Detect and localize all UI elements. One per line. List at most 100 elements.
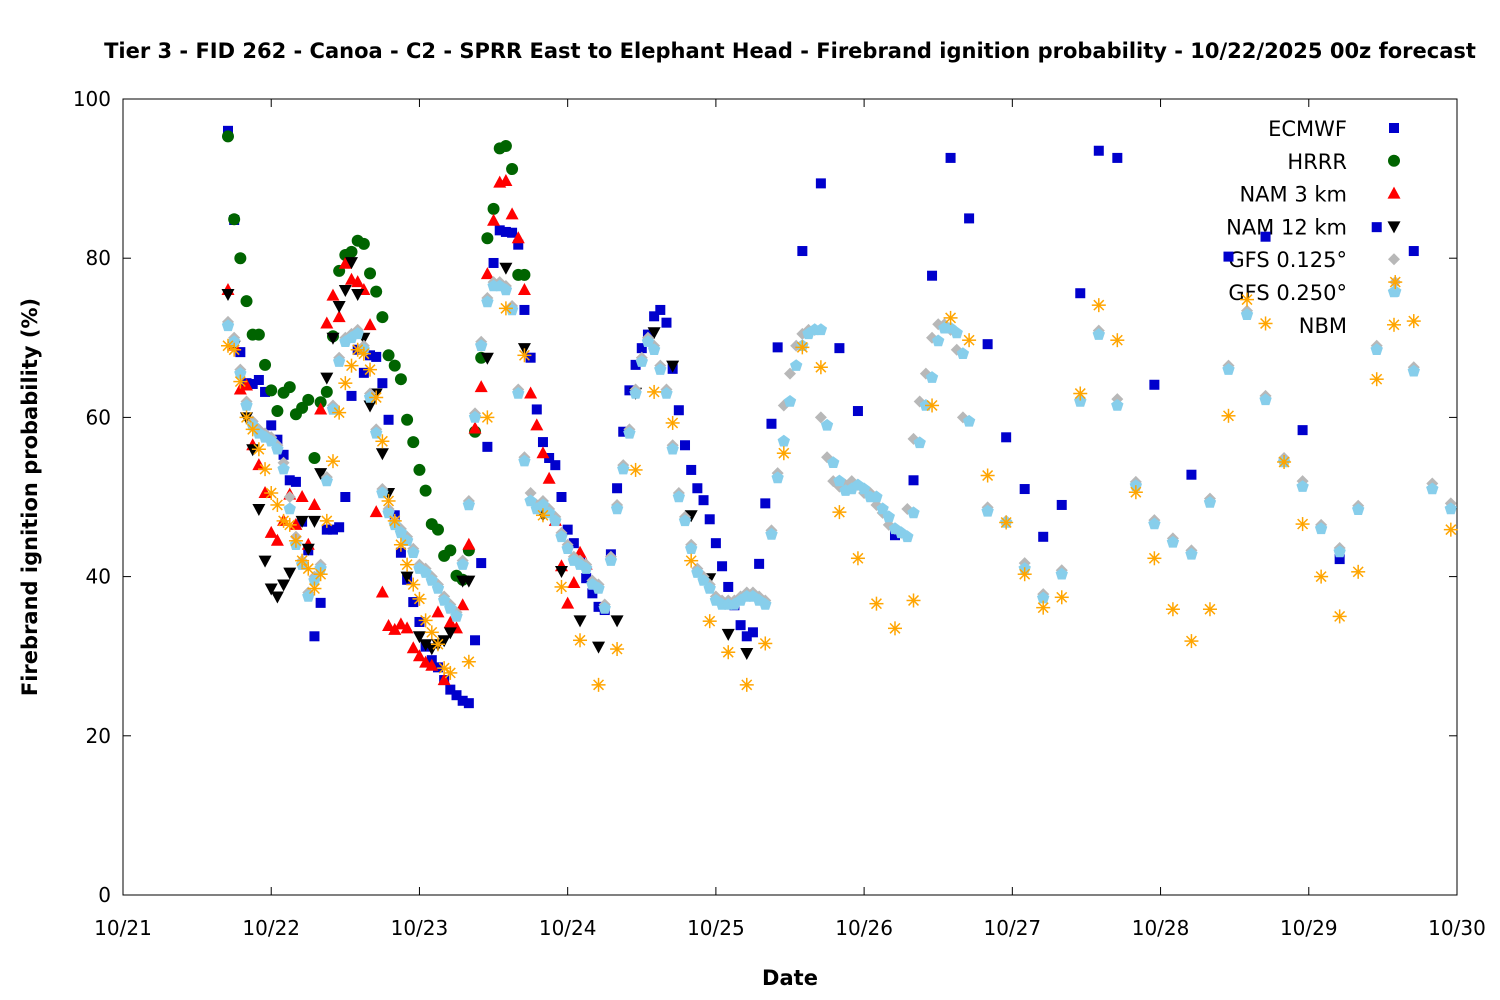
data-point bbox=[1369, 372, 1384, 387]
data-point bbox=[592, 582, 605, 594]
data-point bbox=[457, 695, 468, 706]
data-point bbox=[425, 574, 438, 586]
data-point bbox=[363, 362, 378, 377]
data-point bbox=[332, 405, 347, 420]
data-point bbox=[338, 256, 352, 269]
data-point bbox=[326, 332, 340, 345]
x-tick-label: 10/21 bbox=[94, 916, 152, 940]
data-point bbox=[649, 311, 660, 322]
data-point bbox=[406, 641, 420, 654]
y-tick-label: 100 bbox=[73, 87, 111, 111]
data-point bbox=[686, 464, 697, 475]
data-point bbox=[284, 475, 295, 486]
data-point bbox=[1406, 314, 1421, 329]
data-point bbox=[240, 378, 254, 391]
data-point bbox=[365, 350, 376, 361]
series-nam-3-km bbox=[221, 173, 593, 686]
data-point bbox=[1073, 386, 1088, 401]
data-point bbox=[451, 690, 462, 701]
legend-marker-circle-icon bbox=[1388, 154, 1400, 167]
data-point bbox=[334, 522, 345, 533]
data-point bbox=[1185, 547, 1198, 560]
data-point bbox=[717, 561, 728, 572]
data-point bbox=[982, 339, 993, 350]
data-point bbox=[814, 323, 828, 336]
data-point bbox=[636, 343, 647, 354]
data-point bbox=[1110, 333, 1125, 348]
data-point bbox=[556, 492, 567, 502]
data-point bbox=[661, 317, 672, 328]
data-point bbox=[251, 442, 266, 457]
data-point bbox=[1074, 395, 1087, 407]
data-point bbox=[887, 621, 902, 636]
data-point bbox=[480, 267, 494, 280]
data-point bbox=[925, 398, 940, 413]
data-point bbox=[505, 207, 519, 220]
data-point bbox=[295, 515, 309, 528]
data-point bbox=[964, 213, 975, 224]
data-point bbox=[1037, 591, 1050, 604]
data-marks bbox=[220, 125, 1458, 709]
data-point bbox=[535, 508, 550, 523]
data-point bbox=[852, 406, 863, 417]
data-point bbox=[723, 581, 734, 592]
data-point bbox=[340, 492, 351, 502]
data-point bbox=[327, 524, 338, 535]
data-point bbox=[400, 534, 414, 546]
data-point bbox=[233, 374, 248, 389]
legend-label: HRRR bbox=[1287, 150, 1347, 174]
data-point bbox=[1222, 363, 1235, 375]
data-point bbox=[414, 616, 425, 627]
data-point bbox=[424, 625, 439, 640]
data-point bbox=[1295, 517, 1310, 532]
data-point bbox=[698, 495, 709, 506]
data-point bbox=[364, 267, 377, 280]
data-point bbox=[1038, 531, 1049, 542]
y-tick-label: 80 bbox=[86, 246, 111, 270]
data-point bbox=[252, 503, 266, 516]
data-point bbox=[443, 665, 458, 680]
data-point bbox=[554, 566, 568, 579]
x-tick-label: 10/23 bbox=[391, 916, 449, 940]
data-point bbox=[747, 627, 758, 638]
data-point bbox=[481, 232, 494, 245]
data-point bbox=[710, 538, 721, 549]
data-point bbox=[610, 615, 624, 628]
plot-area-border bbox=[122, 98, 1458, 896]
data-point bbox=[363, 400, 377, 413]
data-point bbox=[1091, 298, 1106, 313]
data-point bbox=[235, 347, 246, 358]
data-point bbox=[907, 506, 920, 519]
data-point bbox=[1186, 469, 1197, 480]
legend-label: NAM 12 km bbox=[1226, 215, 1347, 239]
series-nam-12-km bbox=[221, 257, 754, 661]
data-point bbox=[430, 637, 445, 652]
data-point bbox=[783, 395, 797, 407]
data-point bbox=[1240, 308, 1254, 320]
data-point bbox=[431, 523, 444, 536]
data-point bbox=[593, 601, 604, 612]
data-point bbox=[1240, 292, 1255, 307]
data-point bbox=[610, 502, 624, 515]
data-point bbox=[647, 327, 661, 340]
data-point bbox=[1260, 231, 1271, 242]
data-point bbox=[950, 326, 963, 339]
data-point bbox=[814, 411, 827, 424]
data-point bbox=[832, 505, 847, 520]
data-point bbox=[518, 268, 531, 281]
data-point bbox=[338, 285, 352, 298]
data-point bbox=[443, 627, 457, 640]
data-point bbox=[591, 677, 606, 692]
data-point bbox=[1332, 609, 1347, 624]
data-point bbox=[1165, 602, 1180, 617]
data-point bbox=[680, 440, 691, 451]
data-point bbox=[239, 410, 254, 425]
data-point bbox=[333, 355, 346, 367]
data-point bbox=[1166, 535, 1180, 548]
data-point bbox=[685, 542, 698, 554]
data-point bbox=[228, 213, 241, 226]
data-point bbox=[494, 225, 505, 236]
data-point bbox=[445, 684, 456, 695]
data-point bbox=[771, 471, 784, 484]
data-point bbox=[265, 384, 278, 397]
